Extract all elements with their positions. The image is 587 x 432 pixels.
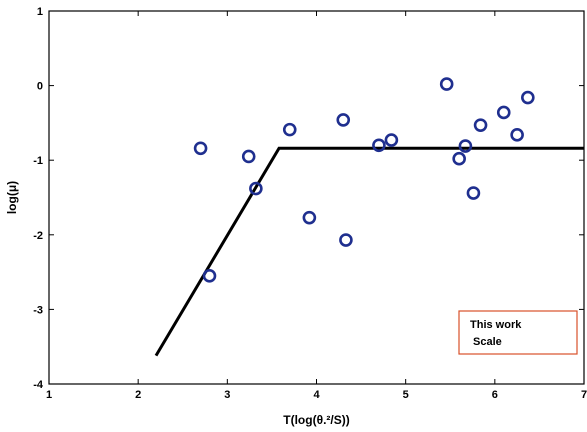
y-tick-label: 0 — [37, 81, 43, 93]
data-point — [339, 233, 353, 247]
x-ticks: 1 2 3 4 5 6 7 — [46, 11, 587, 401]
x-tick-label: 5 — [403, 389, 409, 401]
x-tick-label: 6 — [492, 389, 498, 401]
data-point — [241, 149, 256, 164]
data-point — [496, 105, 511, 120]
data-point — [202, 269, 217, 283]
data-point — [458, 139, 473, 153]
data-point — [452, 151, 466, 166]
data-point — [372, 138, 386, 153]
legend: This work Scale — [458, 310, 578, 355]
x-tick-label: 2 — [135, 389, 141, 401]
x-tick-label: 3 — [224, 389, 230, 401]
data-point — [193, 141, 208, 156]
x-tick-label: 1 — [46, 389, 52, 401]
data-point — [282, 122, 297, 137]
x-axis-label: T(log(θ.²/S)) — [283, 413, 349, 427]
fit-line — [154, 146, 584, 357]
series-layer — [154, 77, 584, 357]
y-ticks: 1 0 -1 -2 -3 -4 — [33, 6, 584, 391]
data-point — [466, 186, 481, 200]
y-tick-label: -2 — [33, 230, 43, 242]
y-tick-label: -1 — [33, 155, 43, 167]
y-axis-label: log(μ) — [5, 181, 19, 214]
y-tick-label: -3 — [33, 304, 43, 316]
x-tick-label: 4 — [313, 389, 320, 401]
y-tick-label: -4 — [33, 379, 44, 391]
y-tick-label: 1 — [37, 6, 43, 18]
x-tick-label: 7 — [581, 389, 587, 401]
data-point — [336, 113, 351, 127]
data-point — [384, 133, 399, 147]
data-point — [302, 210, 317, 225]
legend-line-this-work: This work — [470, 319, 522, 331]
legend-box — [458, 310, 578, 355]
data-point — [473, 118, 488, 132]
data-point — [521, 90, 535, 105]
data-point — [510, 128, 524, 142]
data-point — [249, 181, 263, 196]
legend-line-scale: Scale — [473, 336, 502, 348]
data-point — [439, 77, 454, 91]
